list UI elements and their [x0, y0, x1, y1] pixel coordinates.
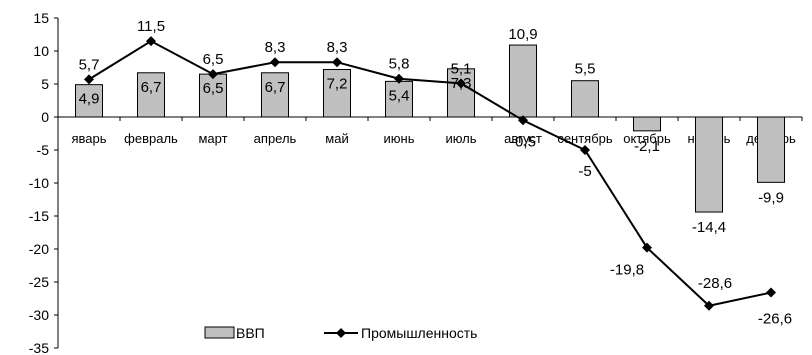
- industry-data-label: 8,3: [265, 39, 286, 56]
- y-tick-label: 0: [41, 109, 49, 125]
- gdp-bar: [757, 116, 785, 183]
- legend-label-gdp: ВВП: [236, 325, 265, 341]
- gdp-data-label: -14,4: [692, 219, 726, 236]
- y-tick-label: 10: [33, 43, 49, 59]
- industry-marker: [580, 145, 590, 155]
- gdp-bar: [695, 116, 723, 213]
- industry-data-label: 5,7: [79, 56, 100, 73]
- data-labels: 4,9 6,7 6,5 6,7 7,2 5,4 7,3 10,9 5,5 -2,1 -14,4 -9,…: [79, 18, 793, 327]
- industry-data-label: -5: [578, 163, 591, 180]
- gdp-bars: [75, 44, 785, 213]
- gdp-data-label: 6,7: [265, 79, 286, 96]
- gdp-data-label: 5,5: [575, 61, 596, 78]
- category-label: апрель: [254, 131, 297, 146]
- industry-marker: [518, 115, 528, 126]
- industry-marker: [704, 300, 714, 311]
- gdp-bar: [509, 44, 537, 118]
- category-label: февраль: [124, 131, 178, 146]
- industry-data-label: 11,5: [137, 18, 165, 35]
- y-tick-label: -5: [37, 142, 50, 158]
- chart-legend: ВВП Промышленность: [204, 325, 477, 341]
- industry-marker: [208, 69, 218, 80]
- industry-marker: [394, 73, 404, 84]
- industry-marker: [456, 78, 466, 89]
- gdp-bar: [571, 80, 599, 118]
- industry-marker: [642, 242, 652, 253]
- category-label: сентябрь: [557, 131, 613, 146]
- category-label: март: [198, 131, 227, 146]
- gdp-data-label: 6,5: [203, 80, 224, 97]
- gdp-data-label: -9,9: [758, 189, 784, 206]
- gdp-bar: [261, 72, 289, 118]
- chart-axes: 15 10 5 0 -5 -10 -15 -20 -25 -30 -35 яварь февраль ма…: [29, 10, 803, 355]
- gdp-data-label: 5,4: [389, 87, 410, 104]
- y-tick-label: 5: [41, 76, 49, 92]
- y-tick-label: -30: [29, 307, 49, 323]
- gdp-bar: [137, 72, 165, 118]
- gdp-bar: [323, 68, 351, 118]
- industry-data-label: -19,8: [610, 262, 644, 279]
- category-label: июнь: [384, 131, 415, 146]
- category-label: август: [504, 131, 542, 146]
- industry-data-label: -0,5: [510, 133, 536, 150]
- gdp-data-label: 7,2: [327, 75, 348, 92]
- gdp-bar: [75, 84, 103, 118]
- gdp-data-label: -2,1: [634, 138, 660, 155]
- industry-marker: [84, 74, 94, 85]
- gdp-bar: [633, 116, 661, 132]
- industry-data-label: 5,8: [389, 56, 410, 73]
- category-label: октябрь: [623, 131, 671, 146]
- industry-marker: [270, 57, 280, 68]
- industry-marker: [146, 36, 156, 47]
- legend-label-industry: Промышленность: [361, 325, 477, 341]
- industry-line-path: [88, 39, 772, 307]
- category-label: июль: [445, 131, 476, 146]
- industry-marker: [766, 287, 776, 298]
- gdp-data-label: 7,3: [451, 75, 472, 92]
- gdp-data-label: 4,9: [79, 91, 100, 108]
- industry-data-label: -26,6: [758, 311, 792, 328]
- gdp-data-label: 10,9: [508, 26, 537, 43]
- industry-data-label: 5,1: [451, 60, 472, 77]
- category-label: яварь: [71, 131, 106, 146]
- y-tick-label: -25: [29, 274, 49, 290]
- y-tick-label: 15: [33, 10, 49, 26]
- y-tick-label: -15: [29, 208, 49, 224]
- industry-marker: [332, 57, 342, 68]
- industry-data-label: 8,3: [327, 39, 348, 56]
- industry-data-label: 6,5: [203, 51, 224, 68]
- y-tick-label: -20: [29, 241, 49, 257]
- legend-marker-industry: [336, 328, 346, 338]
- industry-data-label: -28,6: [698, 275, 732, 292]
- y-tick-label: -35: [29, 340, 49, 355]
- gdp-bar: [447, 68, 475, 118]
- category-label: май: [325, 131, 348, 146]
- legend-swatch-gdp: [204, 326, 235, 339]
- y-tick-label: -10: [29, 175, 49, 191]
- gdp-bar: [385, 80, 413, 118]
- gdp-data-label: 6,7: [141, 79, 162, 96]
- industry-line: [84, 36, 776, 311]
